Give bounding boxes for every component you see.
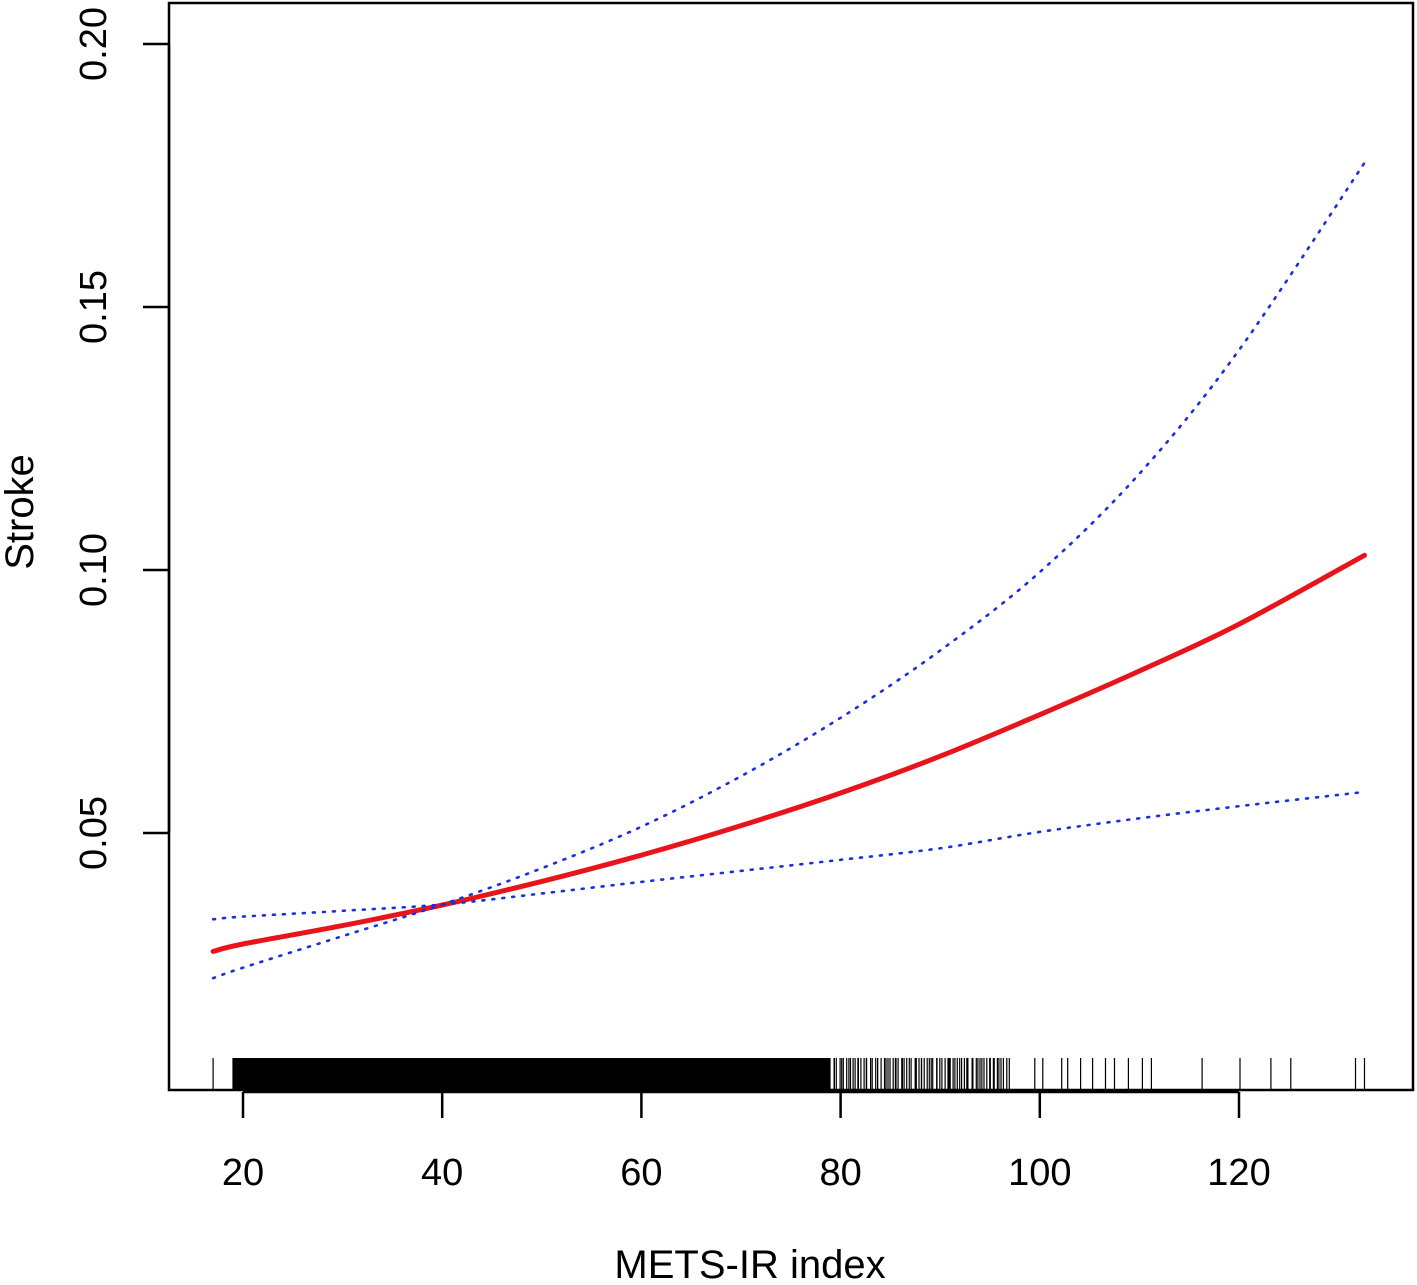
y-axis-title: Stroke [0, 454, 42, 570]
series-layer [210, 161, 1367, 980]
x-tick-label: 40 [421, 1152, 463, 1194]
x-tick-label: 20 [222, 1152, 264, 1194]
y-tick-label: 0.15 [73, 270, 115, 344]
x-tick-label: 60 [620, 1152, 662, 1194]
y-tick-label: 0.10 [73, 533, 115, 607]
y-tick-label: 0.05 [73, 796, 115, 870]
plot-frame [167, 1, 1415, 1092]
x-tick-label: 100 [1008, 1152, 1071, 1194]
upper-ci-line [211, 161, 1366, 980]
x-tick-label: 80 [819, 1152, 861, 1194]
y-axis: 0.05 0.10 0.15 0.20 [73, 7, 171, 870]
lower-ci-line [211, 790, 1366, 921]
rug-ticks [212, 1058, 1366, 1090]
x-axis-title: METS-IR index [614, 1243, 885, 1285]
fit-line [210, 552, 1367, 954]
x-axis: 20 40 60 80 100 120 [222, 1090, 1271, 1194]
rug-marks [212, 1058, 1366, 1090]
y-tick-label: 0.20 [73, 7, 115, 81]
x-tick-label: 120 [1207, 1152, 1270, 1194]
